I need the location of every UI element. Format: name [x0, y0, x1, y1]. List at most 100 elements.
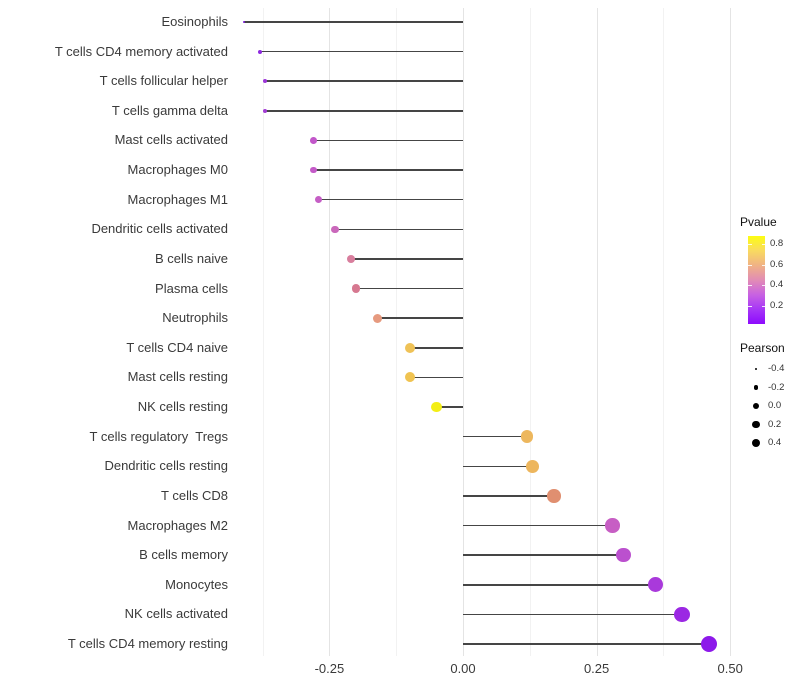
pvalue-tick-mark	[748, 264, 752, 266]
lollipop-stem	[334, 228, 463, 231]
lollipop-dot	[430, 401, 442, 413]
lollipop-dot	[615, 547, 631, 563]
y-axis-label: T cells gamma delta	[111, 102, 228, 118]
gridline-major	[329, 8, 331, 656]
pearson-legend-dot	[753, 385, 759, 390]
lollipop-dot	[700, 635, 717, 653]
y-axis-label: T cells regulatory Tregs	[89, 428, 228, 444]
x-axis-tick-label: 0.25	[583, 661, 610, 676]
gridline-major	[596, 8, 598, 656]
lollipop-dot	[373, 313, 382, 323]
lollipop-stem	[313, 139, 463, 142]
pearson-legend-dot	[752, 420, 760, 429]
y-axis-label: Macrophages M2	[127, 517, 228, 533]
lollipop-stem	[463, 495, 554, 497]
lollipop-dot	[242, 20, 246, 24]
gridline-minor	[663, 8, 665, 656]
lollipop-stem	[463, 584, 656, 586]
pearson-legend-label: 0.2	[768, 418, 782, 430]
pearson-legend-dot	[751, 438, 761, 448]
y-axis-label: Macrophages M1	[127, 191, 228, 207]
y-axis-label: NK cells activated	[124, 606, 228, 622]
y-axis-label: Dendritic cells resting	[104, 458, 228, 474]
gridline-major	[463, 8, 464, 656]
lollipop-stem	[436, 406, 463, 408]
y-axis-label: Monocytes	[165, 576, 228, 592]
lollipop-dot	[674, 606, 690, 623]
gridline-minor	[529, 8, 531, 656]
lollipop-stem	[463, 465, 533, 468]
pvalue-tick-mark	[761, 285, 765, 287]
pvalue-tick-mark	[761, 244, 765, 246]
lollipop-stem	[313, 169, 463, 171]
lollipop-dot	[404, 342, 415, 353]
pvalue-tick-mark	[761, 264, 765, 266]
x-axis-tick-label: -0.25	[314, 661, 345, 676]
y-axis-label: B cells naive	[155, 250, 228, 266]
y-axis-label: T cells CD4 memory resting	[67, 636, 228, 652]
lollipop-stem	[318, 198, 463, 201]
lollipop-stem	[463, 524, 613, 527]
lollipop-stem	[356, 287, 463, 290]
y-axis-label: Dendritic cells activated	[91, 221, 228, 237]
pvalue-tick-label: 0.6	[770, 258, 784, 270]
x-axis-tick-label: 0.00	[450, 661, 476, 676]
pearson-legend-label: -0.4	[768, 363, 785, 374]
pvalue-tick-label: 0.8	[770, 238, 784, 250]
lollipop-stem	[463, 435, 528, 438]
pvalue-tick-label: 0.2	[770, 299, 784, 311]
gridline-minor	[396, 8, 398, 656]
y-axis-label: T cells CD4 naive	[126, 339, 228, 355]
lollipop-dot	[346, 254, 355, 263]
pvalue-colorbar	[748, 236, 765, 324]
lollipop-dot	[647, 577, 664, 593]
y-axis-label: T cells CD4 memory activated	[54, 43, 228, 59]
lollipop-stem	[463, 554, 624, 556]
y-axis-label: Neutrophils	[162, 310, 228, 326]
pvalue-tick-mark	[761, 305, 765, 307]
pearson-legend-label: -0.2	[768, 381, 785, 393]
pearson-legend-title: Pearson	[740, 341, 785, 355]
lollipop-dot	[309, 137, 317, 144]
lollipop-dot	[263, 79, 268, 84]
pearson-legend-label: 0.0	[768, 400, 782, 411]
y-axis-label: T cells follicular helper	[99, 73, 228, 89]
y-axis-label: T cells CD8	[161, 487, 228, 503]
lollipop-stem	[463, 613, 683, 616]
pvalue-tick-mark	[748, 305, 752, 307]
lollipop-stem	[350, 258, 463, 260]
lollipop-dot	[547, 489, 561, 503]
lollipop-dot	[351, 284, 361, 293]
y-axis-label: B cells memory	[139, 547, 228, 563]
lollipop-dot	[263, 108, 268, 114]
lollipop-dot	[605, 518, 620, 533]
lollipop-stem	[463, 643, 709, 645]
y-axis-label: Mast cells resting	[127, 369, 228, 385]
x-axis-tick-label: 0.50	[717, 661, 743, 676]
y-axis-label: Macrophages M0	[127, 162, 228, 178]
gridline-minor	[262, 8, 264, 656]
pvalue-tick-label: 0.4	[770, 279, 784, 291]
lollipop-dot	[404, 372, 415, 383]
pearson-legend-dot	[752, 402, 760, 410]
y-axis-label: Plasma cells	[155, 280, 228, 296]
lollipop-stem	[265, 110, 463, 112]
lollipop-stem	[243, 21, 463, 23]
pvalue-tick-mark	[748, 285, 752, 287]
lollipop-dot	[526, 459, 539, 473]
pearson-legend-dot	[754, 367, 758, 371]
pvalue-legend-title: Pvalue	[740, 215, 777, 229]
y-axis-label: Eosinophils	[161, 14, 229, 29]
lollipop-stem	[377, 317, 463, 319]
lollipop-dot	[315, 196, 323, 204]
lollipop-dot	[309, 166, 317, 174]
pearson-legend-label: 0.4	[768, 437, 782, 448]
lollipop-dot	[257, 49, 262, 54]
gridline-major	[730, 8, 732, 656]
lollipop-stem	[409, 376, 463, 379]
pvalue-tick-mark	[748, 244, 752, 246]
lollipop-stem	[265, 80, 463, 82]
y-axis-label: NK cells resting	[137, 399, 228, 415]
lollipop-stem	[259, 50, 463, 53]
